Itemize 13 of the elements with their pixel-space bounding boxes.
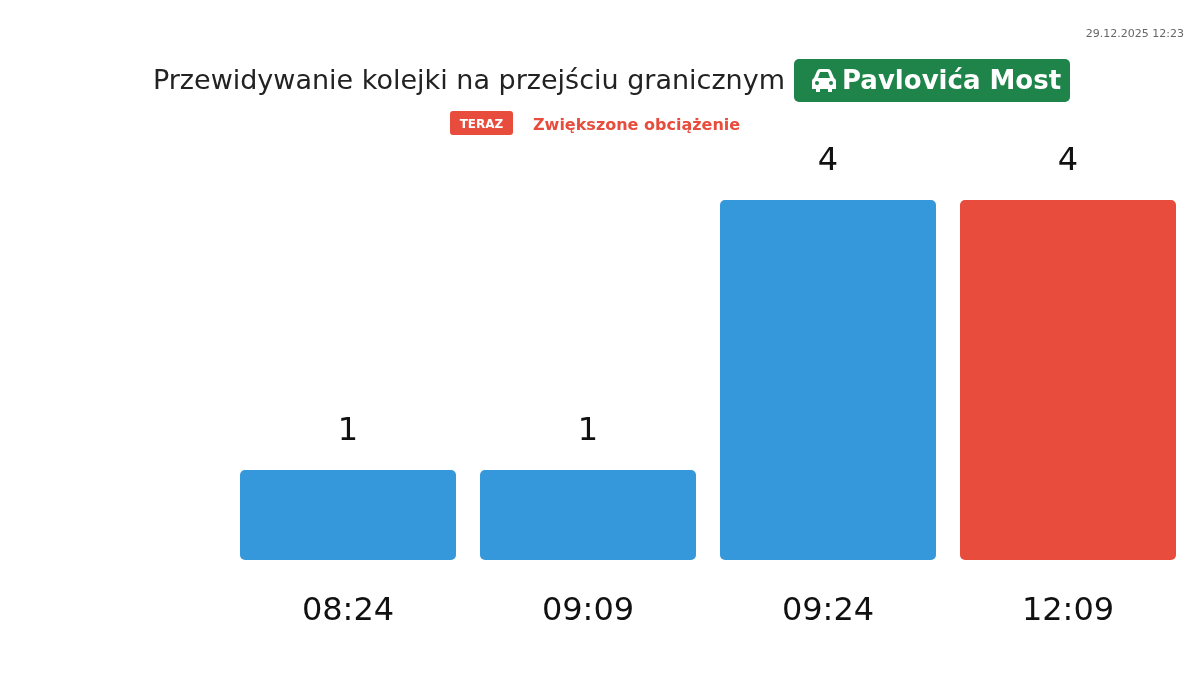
data-label: 4 [817, 140, 839, 178]
text: TERAZ [459, 117, 504, 131]
text: Zwiększone obciążenie [533, 115, 741, 134]
x-tick-label: 09:09 [541, 590, 635, 628]
x-tick-label: 09:24 [781, 590, 875, 628]
data-label: 1 [577, 410, 599, 448]
chart-subtitle: Pavlovića Most [842, 65, 1062, 95]
text: 29.12.2025 12:23 [1085, 27, 1184, 40]
data-label: 4 [1057, 140, 1079, 178]
x-tick-label: 12:09 [1021, 590, 1115, 628]
chart-title: Przewidywanie kolejki na przejściu granicznym [152, 64, 785, 95]
x-tick-label: 08:24 [301, 590, 395, 628]
data-label: 1 [337, 410, 359, 448]
